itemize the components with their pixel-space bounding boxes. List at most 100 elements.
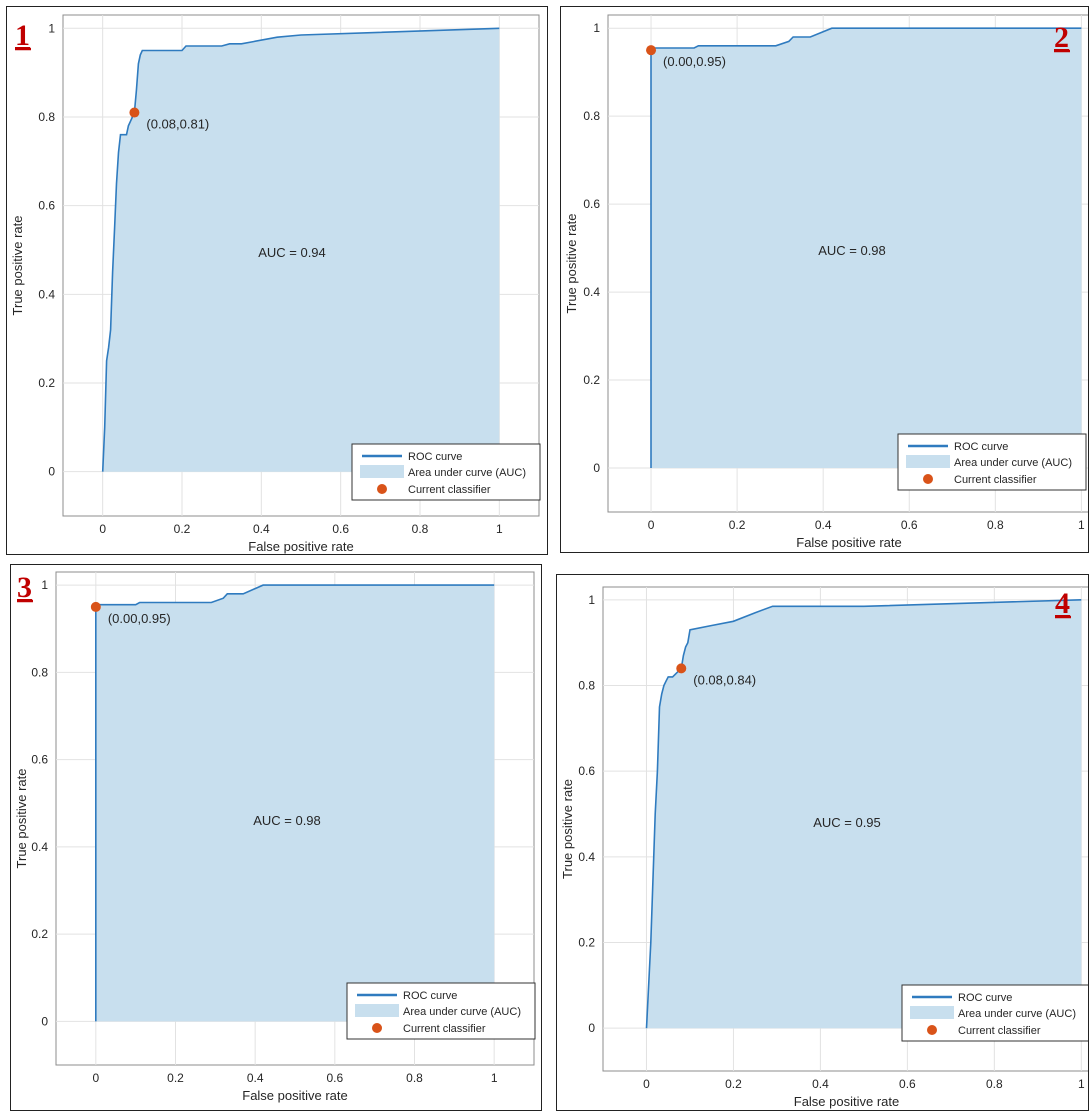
legend-classifier-swatch [372,1023,382,1033]
y-tick-label: 0.2 [38,376,55,390]
roc-chart-svg: 0 0.2 0.4 0.6 0.8 1 0 0.2 0.4 0.6 0.8 1 False positi… [564,14,1088,550]
current-classifier-point [676,663,687,674]
legend: ROC curve Area under curve (AUC) Current c… [901,984,1088,1042]
panel-number-label: 2 [1054,21,1069,54]
legend-classifier-swatch [927,1025,937,1035]
panel-number-label: 4 [1055,587,1070,620]
auc-area [646,599,1082,1029]
legend-classifier-swatch [377,484,387,494]
x-tick-label: 0 [643,1077,650,1091]
panel-number-label: 1 [15,19,30,52]
roc-panel-1: 0 0.2 0.4 0.6 0.8 1 0 0.2 0.4 0.6 0.8 1 False positi… [6,6,548,555]
current-classifier-label: (0.00,0.95) [108,611,171,626]
x-axis-label: False positive rate [248,539,354,554]
y-tick-label: 0.6 [578,764,595,778]
legend-auc-label: Area under curve (AUC) [958,1008,1076,1020]
current-classifier-point [129,107,140,118]
x-tick-label: 1 [1078,518,1085,532]
legend-classifier-swatch [923,474,933,484]
x-axis-label: False positive rate [794,1094,900,1109]
y-tick-label: 0.6 [38,199,55,213]
y-tick-label: 0.4 [583,285,600,299]
roc-chart-svg: 0 0.2 0.4 0.6 0.8 1 0 0.2 0.4 0.6 0.8 1 False positi… [14,571,536,1103]
x-tick-label: 1 [491,1071,498,1085]
roc-chart-svg: 0 0.2 0.4 0.6 0.8 1 0 0.2 0.4 0.6 0.8 1 False positi… [10,14,541,554]
y-axis-label: True positive rate [564,214,579,314]
legend-roc-label: ROC curve [408,451,462,463]
y-tick-label: 0 [588,1021,595,1035]
y-tick-label: 0 [41,1014,48,1028]
y-tick-label: 0 [593,461,600,475]
y-tick-label: 0.6 [583,197,600,211]
roc-panel-4: 0 0.2 0.4 0.6 0.8 1 0 0.2 0.4 0.6 0.8 1 False positi… [556,574,1089,1111]
y-tick-label: 0 [48,465,55,479]
legend-auc-swatch [906,455,950,468]
panel-number-label: 3 [17,571,32,604]
current-classifier-label: (0.08,0.84) [693,672,756,687]
legend: ROC curve Area under curve (AUC) Current c… [897,433,1087,491]
x-tick-label: 0.2 [729,518,746,532]
x-tick-label: 0.6 [326,1071,343,1085]
roc-panel-2: 0 0.2 0.4 0.6 0.8 1 0 0.2 0.4 0.6 0.8 1 False positi… [560,6,1089,553]
legend-classifier-label: Current classifier [403,1023,486,1035]
y-axis-label: True positive rate [560,779,575,879]
legend: ROC curve Area under curve (AUC) Current c… [346,982,536,1040]
y-tick-label: 0.2 [31,927,48,941]
x-tick-label: 0.8 [406,1071,423,1085]
y-tick-label: 1 [48,21,55,35]
legend-auc-swatch [910,1006,954,1019]
current-classifier-label: (0.00,0.95) [663,54,726,69]
x-tick-label: 1 [1078,1077,1085,1091]
x-axis-label: False positive rate [796,535,902,550]
y-tick-label: 1 [588,593,595,607]
roc-curve-line [645,599,1082,1029]
x-tick-label: 0.4 [253,522,270,536]
x-tick-label: 0.2 [167,1071,184,1085]
auc-value-text: AUC = 0.95 [813,815,881,830]
legend-classifier-label: Current classifier [954,474,1037,486]
y-tick-label: 0.8 [583,109,600,123]
x-tick-label: 0.8 [412,522,429,536]
x-tick-label: 0 [99,522,106,536]
legend-auc-label: Area under curve (AUC) [408,467,526,479]
y-tick-label: 0.4 [578,850,595,864]
auc-area [651,28,1082,468]
x-tick-label: 0.4 [812,1077,829,1091]
current-classifier-label: (0.08,0.81) [146,117,209,132]
legend-classifier-label: Current classifier [958,1025,1041,1037]
y-tick-label: 0.4 [38,287,55,301]
legend-roc-label: ROC curve [954,441,1008,453]
x-tick-label: 0.6 [899,1077,916,1091]
auc-area [95,585,495,1022]
roc-panel-3: 0 0.2 0.4 0.6 0.8 1 0 0.2 0.4 0.6 0.8 1 False positi… [10,564,542,1111]
current-classifier-point [646,45,657,56]
x-tick-label: 0 [648,518,655,532]
y-tick-label: 0.8 [578,679,595,693]
legend: ROC curve Area under curve (AUC) Current c… [351,443,541,501]
x-tick-label: 0.4 [815,518,832,532]
legend-roc-label: ROC curve [403,990,457,1002]
auc-value-text: AUC = 0.98 [253,813,321,828]
legend-classifier-label: Current classifier [408,484,491,496]
y-tick-label: 0.8 [31,665,48,679]
x-tick-label: 0.8 [987,518,1004,532]
x-tick-label: 0.2 [725,1077,742,1091]
roc-chart-svg: 0 0.2 0.4 0.6 0.8 1 0 0.2 0.4 0.6 0.8 1 False positi… [560,586,1088,1109]
legend-auc-label: Area under curve (AUC) [954,457,1072,469]
legend-auc-label: Area under curve (AUC) [403,1006,521,1018]
x-tick-label: 0.4 [247,1071,264,1085]
x-tick-label: 0.6 [901,518,918,532]
auc-area [102,28,500,472]
y-axis-label: True positive rate [14,769,29,869]
legend-roc-label: ROC curve [958,992,1012,1004]
legend-auc-swatch [360,465,404,478]
y-tick-label: 0.2 [578,936,595,950]
x-tick-label: 1 [496,522,503,536]
y-tick-label: 0.6 [31,753,48,767]
y-tick-label: 1 [593,21,600,35]
y-tick-label: 0.2 [583,373,600,387]
current-classifier-point [90,601,101,612]
auc-value-text: AUC = 0.94 [258,245,326,260]
y-tick-label: 0.8 [38,110,55,124]
y-tick-label: 0.4 [31,840,48,854]
